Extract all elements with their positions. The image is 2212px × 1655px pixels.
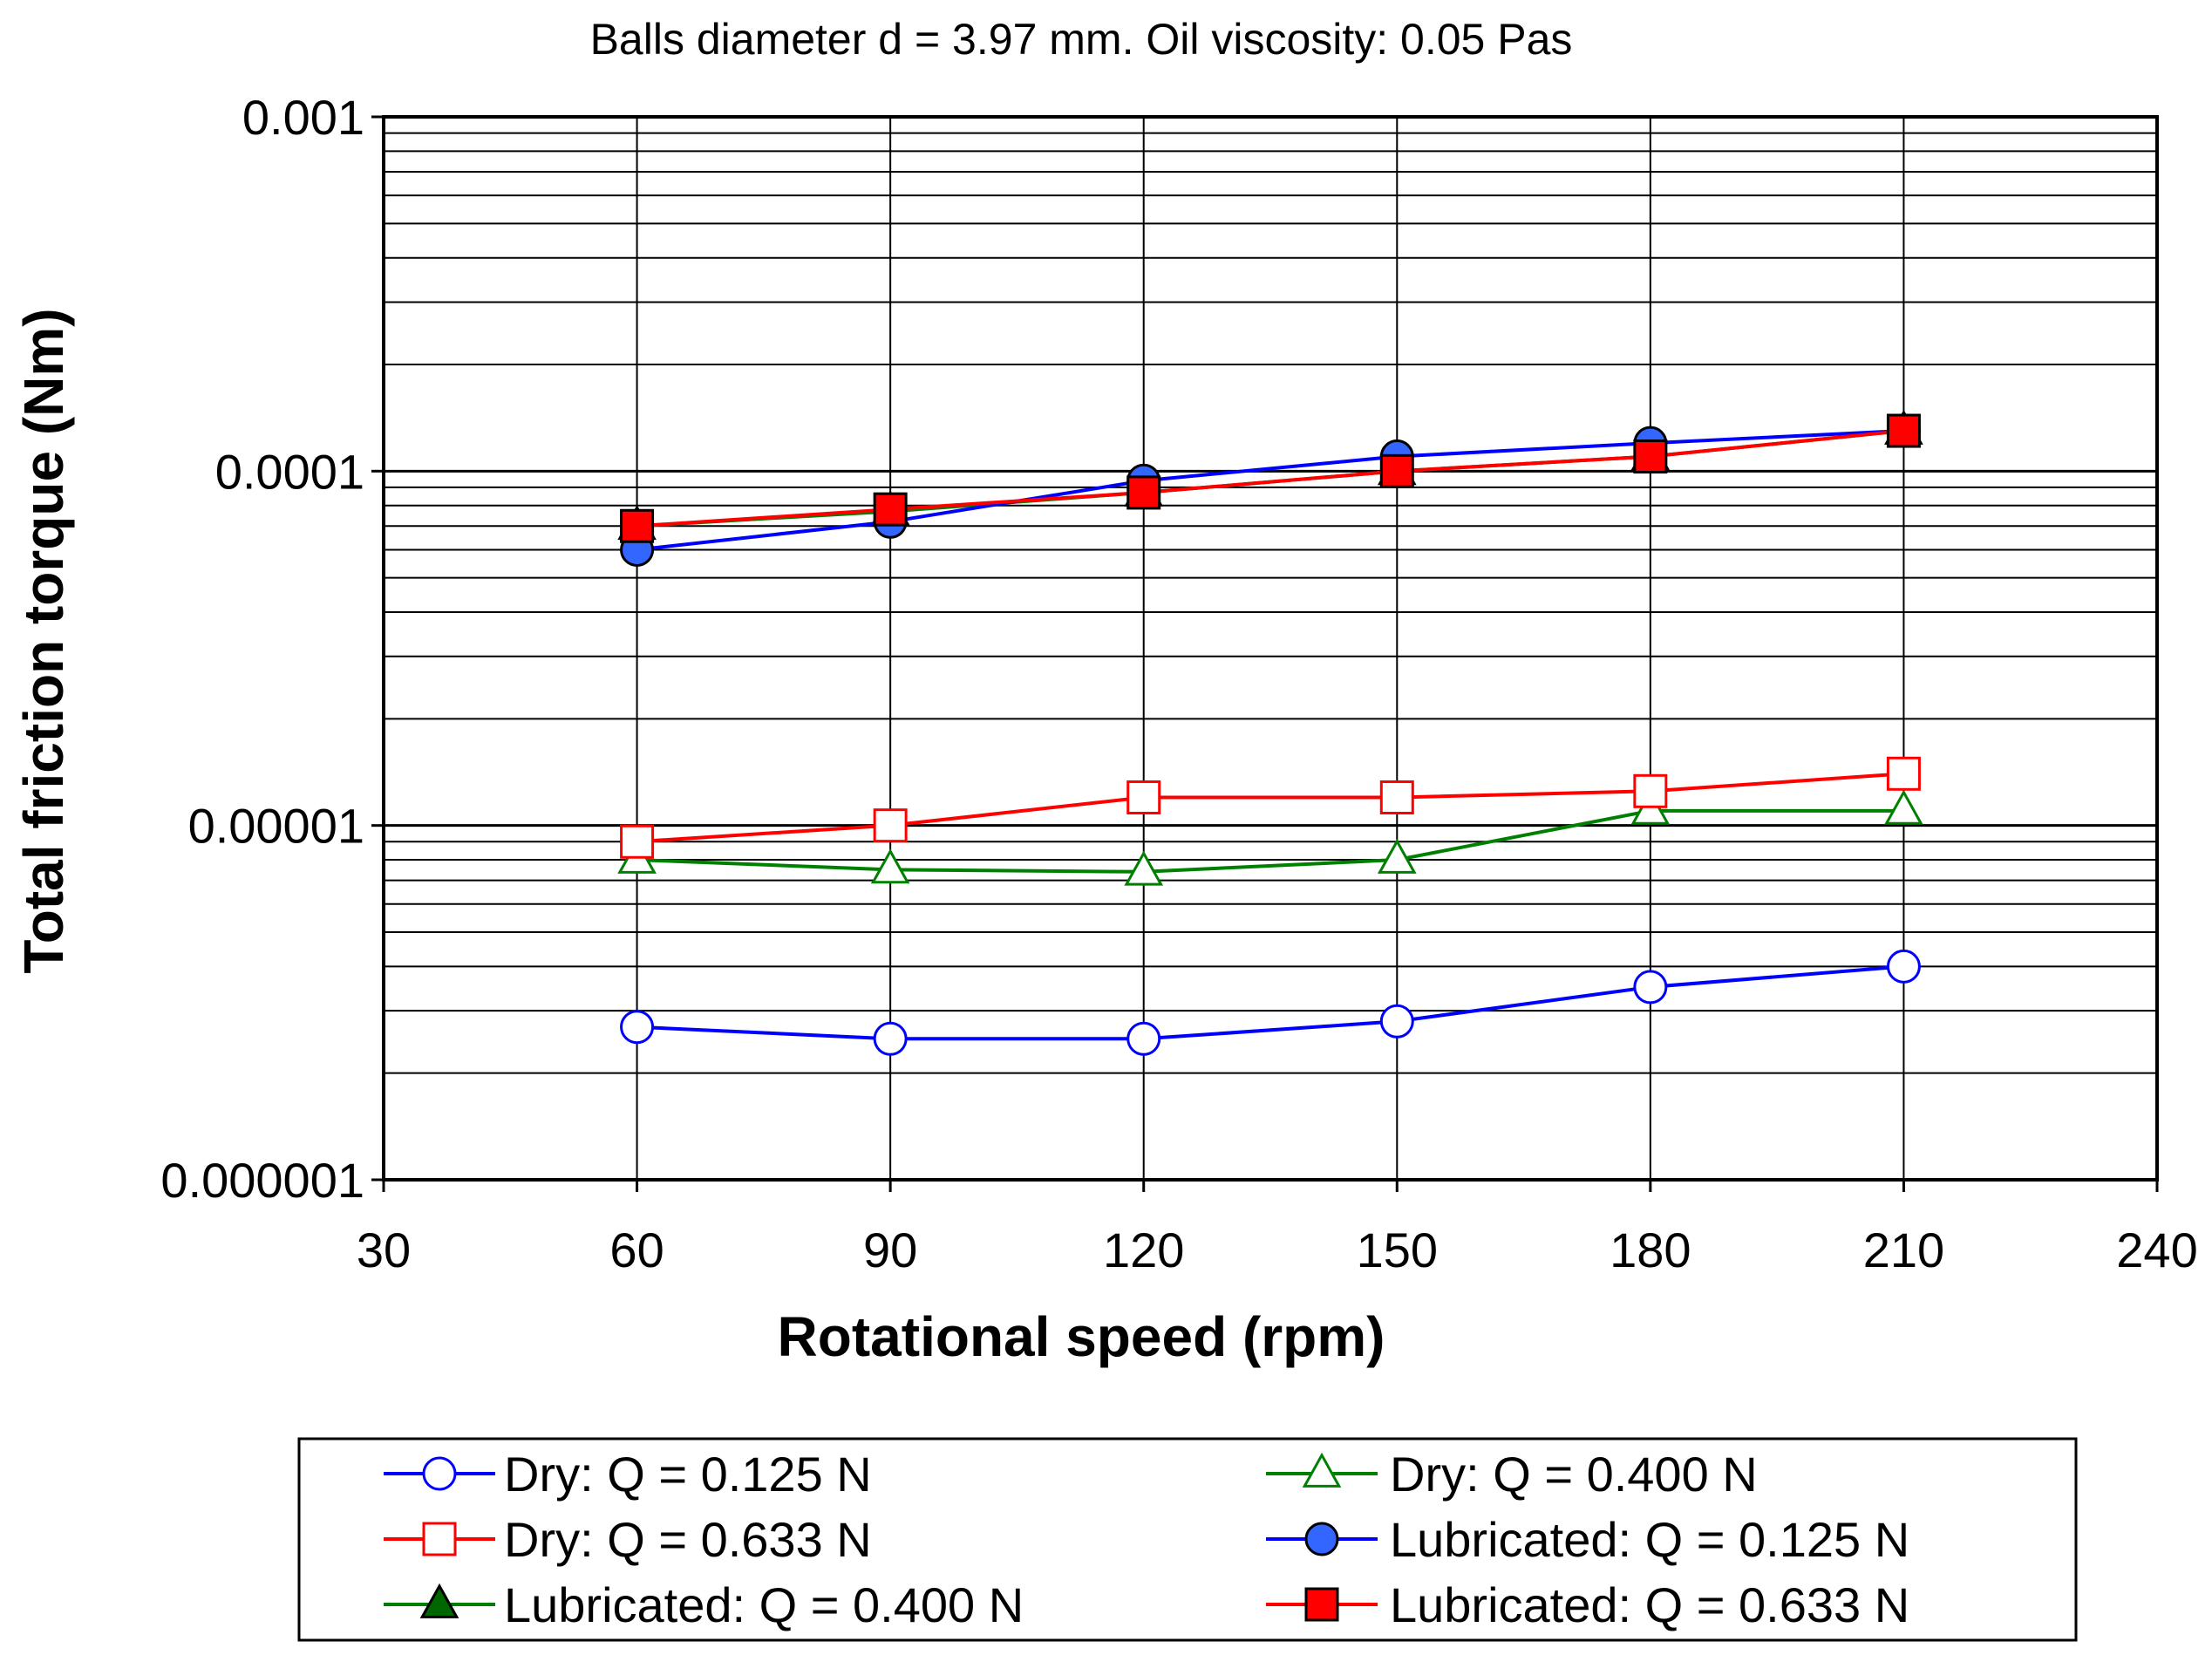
y-axis-ticks: 0.001 0.0001 0.00001 0.000001 (160, 90, 384, 1208)
data-point (620, 508, 655, 543)
series-line (636, 429, 1904, 552)
y-tick-label: 0.0001 (215, 444, 364, 499)
series-layer (617, 409, 1923, 1056)
data-point (1886, 413, 1921, 448)
data-point (873, 492, 908, 527)
legend-marker (422, 1456, 457, 1491)
legend-marker (422, 1522, 457, 1556)
series-2 (620, 756, 1921, 859)
data-point (1126, 780, 1161, 814)
legend-label: Dry: Q = 0.400 N (1390, 1447, 1758, 1502)
legend-entry: Lubricated: Q = 0.633 N (1266, 1577, 1909, 1632)
x-tick-label: 120 (1103, 1223, 1184, 1277)
x-tick-label: 30 (357, 1223, 411, 1277)
series-5 (620, 413, 1921, 543)
legend-label: Lubricated: Q = 0.125 N (1390, 1512, 1909, 1567)
x-tick-label: 180 (1610, 1223, 1691, 1277)
legend-entry: Lubricated: Q = 0.125 N (1266, 1512, 1909, 1567)
series-line (636, 429, 1904, 528)
series-4 (617, 409, 1923, 541)
y-axis-label: Total friction torque (Nm) (12, 308, 75, 973)
series-line (636, 772, 1904, 844)
data-point (1633, 970, 1668, 1005)
data-point (1126, 1021, 1161, 1056)
legend-entry: Dry: Q = 0.633 N (384, 1512, 872, 1567)
legend-marker (1304, 1522, 1339, 1556)
series-line (636, 808, 1904, 874)
series-1 (617, 789, 1923, 886)
y-tick-label: 0.000001 (160, 1153, 364, 1208)
x-tick-label: 240 (2116, 1223, 2197, 1277)
legend-label: Dry: Q = 0.125 N (504, 1447, 872, 1502)
x-axis-ticks: 30 60 90 120 150 180 210 240 (357, 1180, 2198, 1277)
plot-area-frame (382, 115, 2159, 1182)
data-point (1886, 756, 1921, 791)
legend-entry: Dry: Q = 0.125 N (384, 1447, 872, 1502)
legend-marker (419, 1583, 459, 1618)
series-line (636, 429, 1904, 528)
legend-marker (1304, 1587, 1339, 1622)
data-point (620, 1010, 655, 1045)
data-point (1377, 838, 1417, 874)
data-point (1379, 1004, 1414, 1039)
data-point (1126, 475, 1161, 510)
x-axis-label: Rotational speed (rpm) (778, 1305, 1385, 1368)
data-point (873, 1021, 908, 1056)
legend-entry: Lubricated: Q = 0.400 N (384, 1577, 1024, 1632)
legend-entry: Dry: Q = 0.400 N (1266, 1447, 1758, 1502)
chart-title: Balls diameter d = 3.97 mm. Oil viscosit… (590, 15, 1573, 64)
series-line (636, 964, 1904, 1041)
legend: Dry: Q = 0.125 N Dry: Q = 0.400 N Dry: Q =… (297, 1437, 2078, 1642)
x-tick-label: 150 (1357, 1223, 1438, 1277)
data-point (1886, 949, 1921, 984)
legend-label: Lubricated: Q = 0.400 N (504, 1577, 1024, 1632)
data-point (1884, 789, 1923, 825)
data-point (873, 808, 908, 843)
y-tick-label: 0.00001 (188, 799, 364, 854)
x-tick-label: 210 (1863, 1223, 1944, 1277)
legend-label: Lubricated: Q = 0.633 N (1390, 1577, 1909, 1632)
series-3 (620, 413, 1921, 567)
grid (383, 117, 2158, 1182)
y-tick-label: 0.001 (242, 90, 364, 145)
series-0 (620, 949, 1921, 1056)
data-point (1633, 439, 1668, 474)
data-point (1124, 850, 1164, 886)
legend-label: Dry: Q = 0.633 N (504, 1512, 872, 1567)
x-tick-label: 90 (863, 1223, 917, 1277)
legend-marker (1302, 1452, 1342, 1488)
data-point (1379, 453, 1414, 488)
legend-box (297, 1437, 2078, 1642)
data-point (620, 824, 655, 859)
data-point (1633, 773, 1668, 808)
data-point (870, 848, 910, 884)
x-tick-label: 60 (609, 1223, 664, 1277)
data-point (1379, 780, 1414, 814)
